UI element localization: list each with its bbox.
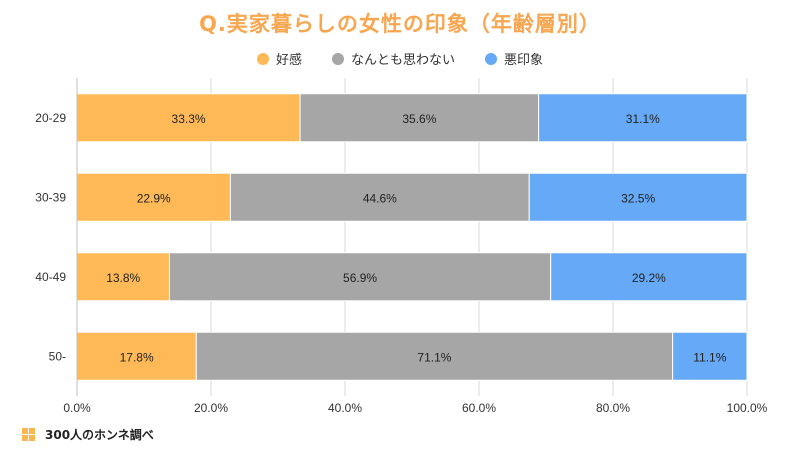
data-label: 35.6% [402,112,436,126]
legend-marker-unfavorable [485,52,497,65]
brand-logo-icon [22,428,35,441]
data-label: 17.8% [120,350,154,364]
data-label: 44.6% [363,191,397,205]
legend-item-favorable: 好感 [256,49,302,68]
bar-segment [76,172,231,222]
source-label: 300人のホンネ調べ [45,428,154,442]
x-tick-label: 20.0% [194,401,228,415]
data-label: 56.9% [343,271,377,285]
footer: 300人のホンネ調べ [22,426,154,443]
legend-label-favorable: 好感 [275,53,302,68]
x-tick-label: 40.0% [328,401,362,415]
bar-segment [168,252,552,302]
legend-label-neutral: なんとも思わない [350,53,455,68]
data-label: 33.3% [172,112,206,126]
legend-label-unfavorable: 悪印象 [504,53,544,68]
legend-marker-neutral [331,52,344,65]
chart-title: Q.実家暮らしの女性の印象（年齢層別） [199,12,601,36]
x-tick-label: 80.0% [596,401,630,415]
bar-segment [550,252,748,302]
bar-segment [229,172,530,222]
data-label: 22.9% [137,191,171,205]
legend: 好感 なんとも思わない 悪印象 [0,49,800,68]
legend-marker-favorable [256,52,269,65]
bar-segment [528,172,748,222]
x-tick-label: 60.0% [462,401,496,415]
data-label: 31.1% [626,112,660,126]
y-category-label: 50- [49,349,66,363]
bar-segment [195,331,674,381]
data-label: 29.2% [632,271,666,285]
data-label: 32.5% [621,191,655,205]
bar-segment [76,331,197,381]
data-label: 71.1% [417,350,451,364]
legend-item-unfavorable: 悪印象 [485,49,543,68]
x-tick-label: 0.0% [63,401,91,415]
bar-segment [76,93,301,143]
bar-segment [76,252,170,302]
y-category-label: 40-49 [35,270,66,284]
x-tick-label: 100.0% [727,401,768,415]
data-label: 11.1% [693,350,726,364]
bar-segment [538,93,748,143]
legend-item-neutral: なんとも思わない [331,49,455,68]
y-category-label: 20-29 [35,111,66,125]
bar-segment [299,93,540,143]
bar-segment [672,331,748,381]
data-label: 13.8% [106,271,140,285]
y-category-label: 30-39 [35,190,66,204]
